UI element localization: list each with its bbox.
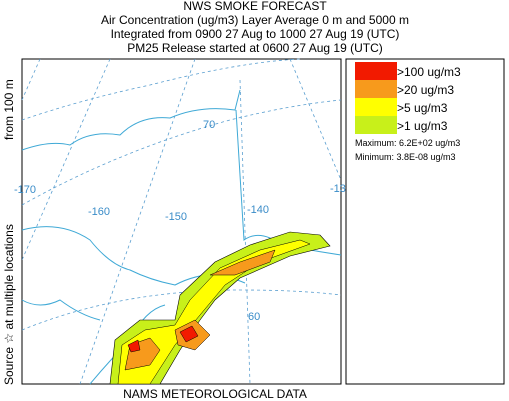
subtitle: PM25 Release started at 0600 27 Aug 19 (… xyxy=(127,41,382,55)
legend-swatch xyxy=(355,62,397,80)
grid-label: 70 xyxy=(203,119,215,131)
legend-swatch xyxy=(355,80,397,98)
subtitle: Air Concentration (ug/m3) Layer Average … xyxy=(101,13,409,27)
legend-swatch xyxy=(355,116,397,134)
map: -170 -160 -150 -140 -130 70 60 xyxy=(14,58,352,385)
grid-label: -150 xyxy=(165,211,187,223)
legend-label: >20 ug/m3 xyxy=(397,83,454,97)
grid-label: -160 xyxy=(88,206,110,218)
title: NWS SMOKE FORECAST xyxy=(183,0,327,13)
source-label: Source ☆ at multiple locations xyxy=(2,224,16,385)
legend-label: >1 ug/m3 xyxy=(397,119,448,133)
legend-label: >5 ug/m3 xyxy=(397,101,448,115)
grid-label: -170 xyxy=(14,184,36,196)
legend-label: >100 ug/m3 xyxy=(397,65,461,79)
grid-label: 60 xyxy=(248,311,260,323)
subtitle: Integrated from 0900 27 Aug to 1000 27 A… xyxy=(111,27,400,41)
legend-minimum: Minimum: 3.8E-08 ug/m3 xyxy=(355,152,456,162)
grid-label: -140 xyxy=(247,204,269,216)
legend-swatch xyxy=(355,98,397,116)
footer: NAMS METEOROLOGICAL DATA xyxy=(123,387,307,401)
legend-maximum: Maximum: 6.2E+02 ug/m3 xyxy=(355,138,460,148)
height-label: from 100 m xyxy=(2,79,16,140)
legend: >100 ug/m3 >20 ug/m3 >5 ug/m3 >1 ug/m3 xyxy=(355,62,461,134)
